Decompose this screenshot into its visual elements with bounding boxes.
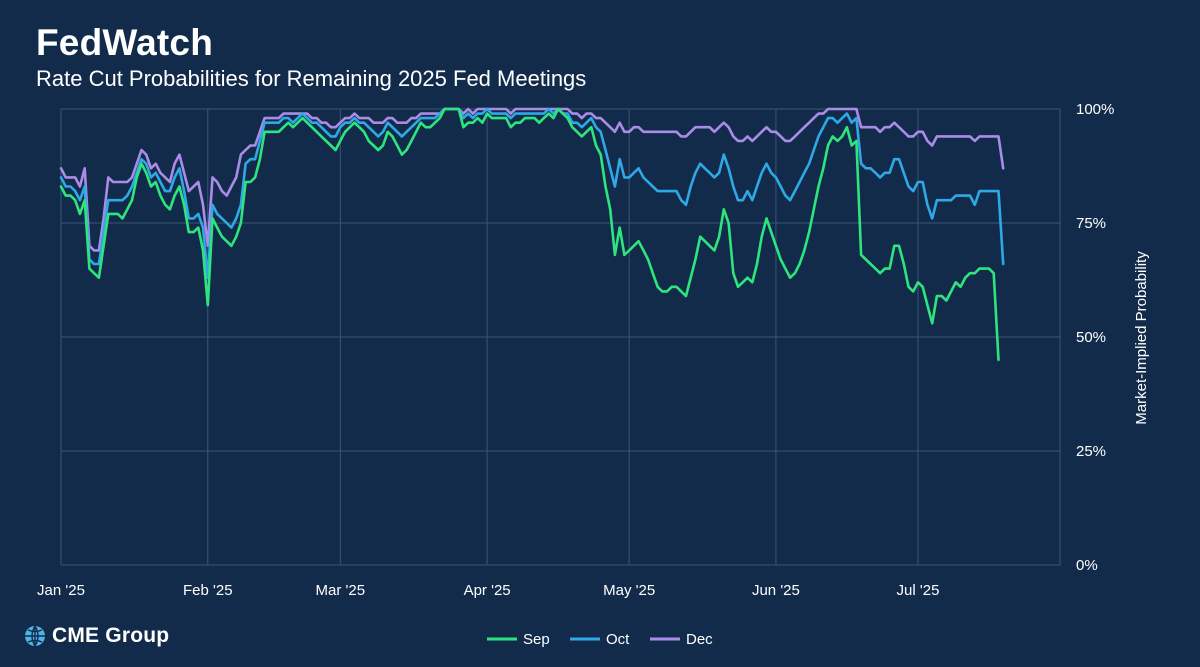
x-tick-label: Jul '25: [897, 582, 940, 599]
series-layer: [59, 107, 1005, 362]
legend-label-dec: Dec: [686, 631, 713, 648]
globe-icon: [25, 625, 45, 647]
y-axis-label: Market-Implied Probability: [1133, 251, 1150, 425]
cme-group-logo: CME Group: [24, 624, 169, 648]
series-line-sep: [59, 107, 1000, 362]
x-tick-label: May '25: [603, 582, 655, 599]
series-line-dec: [59, 107, 1005, 252]
y-tick-label: 50%: [1076, 329, 1106, 346]
x-axis: Jan '25 Feb '25 Mar '25 Apr '25 May '25 Jun '…: [37, 582, 939, 599]
legend: Sep Oct Dec: [487, 631, 713, 648]
logo-text: CME Group: [52, 624, 170, 647]
x-tick-label: Jun '25: [752, 582, 800, 599]
x-tick-label: Mar '25: [316, 582, 366, 599]
grid: [60, 108, 1061, 566]
page-title: FedWatch: [36, 22, 214, 63]
legend-label-sep: Sep: [523, 631, 550, 648]
x-tick-label: Jan '25: [37, 582, 85, 599]
y-tick-label: 100%: [1076, 101, 1114, 118]
page-subtitle: Rate Cut Probabilities for Remaining 202…: [36, 66, 587, 91]
y-tick-label: 25%: [1076, 443, 1106, 460]
y-tick-label: 0%: [1076, 557, 1098, 574]
series-line-oct: [59, 107, 1005, 280]
y-tick-label: 75%: [1076, 215, 1106, 232]
x-tick-label: Feb '25: [183, 582, 233, 599]
y-axis: 0% 25% 50% 75% 100%: [1076, 101, 1114, 574]
x-tick-label: Apr '25: [464, 582, 511, 599]
legend-label-oct: Oct: [606, 631, 630, 648]
